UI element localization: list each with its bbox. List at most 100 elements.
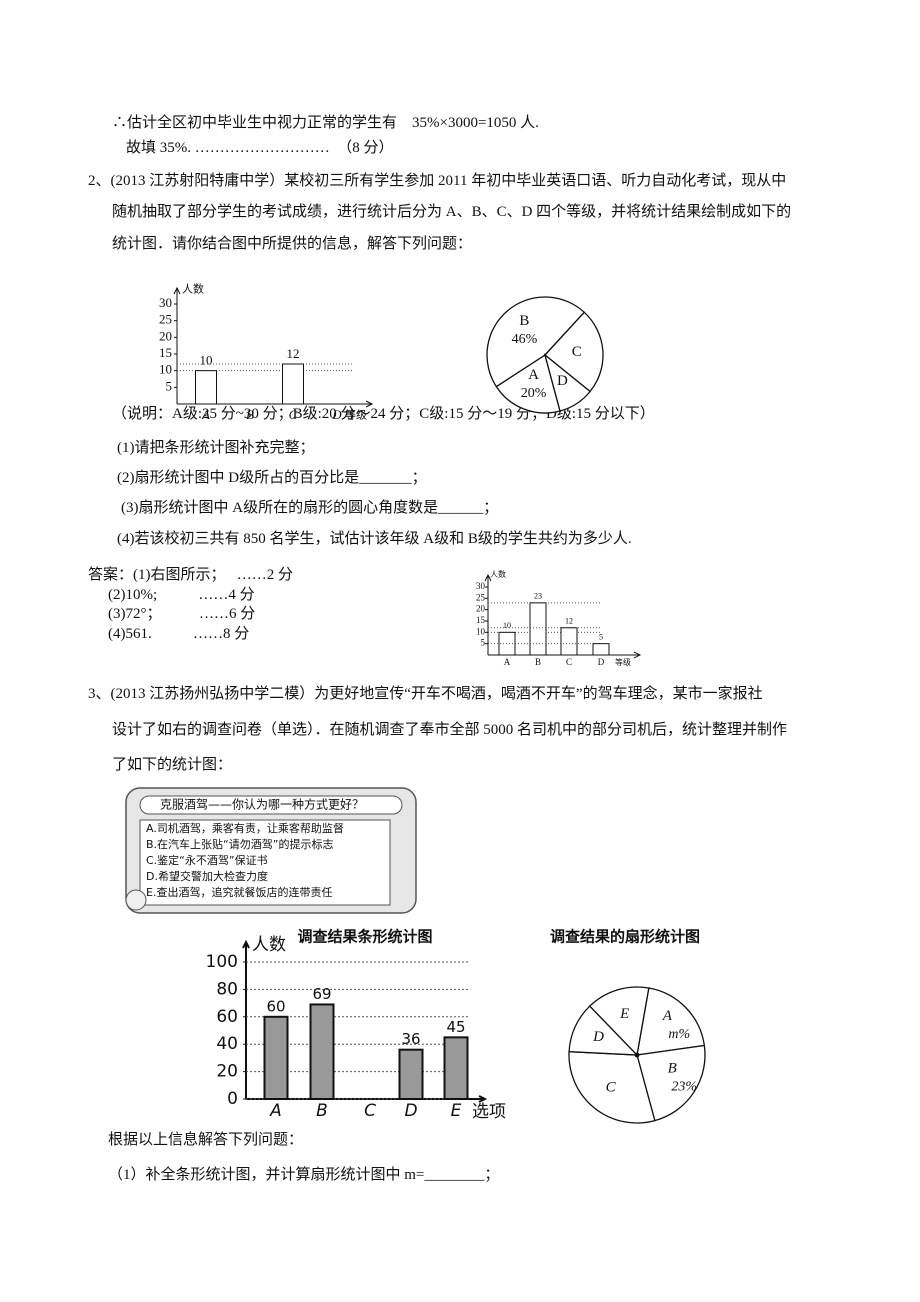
x-tick-label: B [246, 407, 254, 422]
value-label: 69 [312, 985, 331, 1003]
options-box [139, 819, 391, 906]
text-line: 2、(2013 江苏射阳特庸中学）某校初三所有学生参加 2011 年初中毕业英语… [88, 173, 787, 189]
value-label: 10 [200, 353, 213, 368]
x-axis-label: 等级 [615, 657, 631, 667]
answer-line: (2)10%; ……4 分 [108, 587, 255, 603]
value-label: 10 [503, 621, 511, 630]
value-label: 12 [565, 617, 573, 626]
y-tick-label: 5 [481, 638, 486, 648]
bar [398, 1048, 424, 1101]
y-tick-label: 15 [159, 345, 172, 360]
value-label: 60 [266, 997, 285, 1015]
answer-line: (3)72°； ……6 分 [108, 606, 256, 622]
pie-slice [588, 986, 650, 1057]
question: (1)请把条形统计图补充完整； [117, 440, 315, 456]
chart-title: 调查结果的扇形统计图 [550, 928, 700, 946]
text-line: 故填 35%. ……………………… （8 分） [126, 140, 394, 156]
bar [443, 1036, 469, 1100]
y-axis-label: 人数 [182, 283, 204, 296]
slice-value-label: 46% [512, 332, 538, 347]
x-tick-label: A [269, 1101, 282, 1121]
pie-slice [568, 1050, 656, 1124]
question: (4)若该校初三共有 850 名学生，试估计该年级 A级和 B级的学生共约为多少… [117, 531, 632, 547]
bar [263, 1015, 289, 1100]
slice-value-label: 20% [521, 386, 547, 401]
y-tick-label: 30 [476, 581, 486, 591]
pie-slice [543, 353, 591, 412]
slice-label: A [528, 367, 539, 383]
x-tick-label: E [451, 1101, 462, 1121]
answer-line: (4)561. ……8 分 [108, 626, 250, 642]
y-tick-label: 20 [216, 1062, 238, 1082]
slice-label: B [668, 1061, 677, 1077]
bar [309, 1003, 335, 1100]
y-tick-label: 0 [227, 1089, 238, 1109]
y-tick-label: 60 [216, 1007, 238, 1027]
x-tick-label: C [566, 657, 572, 667]
chart-title: 调查结果条形统计图 [297, 928, 432, 946]
pie-slice [486, 296, 586, 388]
x-tick-label: D [598, 657, 605, 667]
value-label: 23 [534, 592, 542, 601]
axis-arrow [242, 939, 250, 949]
bar [560, 627, 578, 656]
axis-arrow [484, 573, 492, 582]
x-axis-label: 等级 [345, 408, 367, 422]
text-line: 随机抽取了部分学生的考试成绩，进行统计后分为 A、B、C、D 四个等级，并将统计… [112, 204, 792, 220]
option: B.在汽车上张贴“请勿酒驾”的提示标志 [146, 837, 333, 851]
question: （1）补全条形统计图，并计算扇形统计图中 m=________； [108, 1167, 500, 1183]
value-label: 5 [599, 632, 603, 641]
slice-label: B [519, 313, 529, 329]
option: C.鉴定“永不酒驾”保证书 [146, 853, 268, 867]
text-line: 了如下的统计图： [112, 757, 233, 773]
text-line: 设计了如右的调查问卷（单选）．在随机调查了奉市全部 5000 名司机中的部分司机… [112, 722, 788, 738]
y-tick-label: 5 [166, 378, 173, 393]
y-tick-label: 25 [476, 592, 486, 602]
x-tick-label: C [364, 1101, 376, 1121]
x-tick-label: A [504, 657, 511, 667]
question: (3)扇形统计图中 A级所在的扇形的圆心角度数是______； [121, 500, 499, 516]
slice-label: D [592, 1029, 604, 1045]
text-line: 统计图．请你结合图中所提供的信息，解答下列问题： [112, 236, 473, 252]
slice-value-label: m% [668, 1027, 690, 1042]
x-tick-label: D [404, 1101, 417, 1121]
axis-arrow [633, 651, 642, 659]
y-axis-label: 人数 [252, 935, 286, 955]
text-line: 3、(2013 江苏扬州弘扬中学二模）为更好地宣传“开车不喝酒，喝酒不开车”的驾… [88, 686, 763, 702]
text-line: ∴估计全区初中毕业生中视力正常的学生有 35%×3000=1050 人. [112, 115, 539, 131]
scroll-curl [125, 889, 147, 911]
value-label: 36 [401, 1030, 420, 1048]
value-label: 12 [287, 346, 300, 361]
option: D.希望交警加大检查力度 [146, 869, 268, 883]
x-tick-label: A [201, 407, 210, 422]
pie-slice [544, 311, 604, 393]
bar [592, 643, 610, 656]
x-tick-label: C [289, 407, 298, 422]
pie-slice [636, 987, 706, 1056]
bar [529, 602, 547, 656]
y-tick-label: 100 [206, 952, 238, 972]
axis-arrow [365, 400, 374, 408]
slice-label: C [606, 1079, 617, 1095]
y-tick-label: 25 [159, 312, 172, 327]
y-tick-label: 20 [476, 604, 486, 614]
option: A.司机酒驾，乘客有责，让乘客帮助监督 [146, 821, 344, 835]
axis-arrow [478, 1095, 488, 1103]
x-tick-label: D [331, 407, 342, 422]
answer-line: 答案：(1)右图所示； ……2 分 [88, 567, 293, 583]
y-axis-label: 人数 [490, 569, 506, 579]
option: E.查出酒驾，追究就餐饭店的连带责任 [146, 885, 332, 899]
x-axis-label: 选项 [472, 1102, 506, 1122]
y-tick-label: 30 [159, 295, 172, 310]
bar [195, 370, 217, 405]
pie-slice [636, 1044, 706, 1122]
pie-center [634, 1052, 640, 1058]
slice-value-label: 23% [671, 1079, 697, 1094]
questionnaire-scroll: 克服酒驾——你认为哪一种方式更好？ A.司机酒驾，乘客有责，让乘客帮助监督 B.… [125, 787, 417, 914]
text-line: 根据以上信息解答下列问题： [108, 1132, 304, 1148]
slice-label: A [662, 1008, 673, 1024]
y-tick-label: 10 [159, 362, 172, 377]
title-band [139, 795, 403, 815]
